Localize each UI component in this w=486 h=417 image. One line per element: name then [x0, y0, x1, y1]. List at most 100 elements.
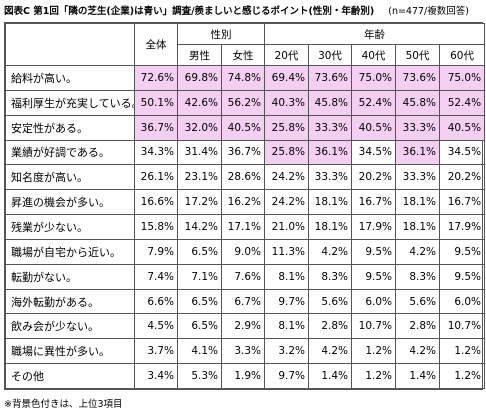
- table-cell: 20.2%: [438, 164, 486, 191]
- table-cell: 1.2%: [438, 363, 486, 389]
- table-row: 転勤がない。 7.4% 7.1% 7.6% 8.1% 8.3% 9.5% 8.3% 9.5%: [5, 263, 486, 290]
- header-col-50s: 50代: [395, 44, 440, 66]
- table-cell: 9.0%: [221, 238, 265, 265]
- table-cell: 24.2%: [264, 164, 309, 191]
- header-age: 年齢: [263, 23, 486, 45]
- table-cell: 10.7%: [351, 313, 396, 340]
- table-row: 給料が高い。 72.6% 69.8% 74.8% 69.4% 73.6% 75.0% 73.6…: [5, 65, 486, 91]
- table-cell: 5.6%: [308, 288, 352, 315]
- table-row: 職場に異性が多い。 3.7% 4.1% 3.3% 3.2% 4.2% 1.2% 4.2% 1.2…: [5, 338, 486, 365]
- table-cell: 2.8%: [308, 313, 352, 340]
- row-label: 安定性がある。: [5, 114, 135, 141]
- table-cell: 5.6%: [395, 288, 440, 315]
- title-text: 図表C 第1回「隣の芝生(企業)は青い」調査/羨ましいと感じるポイント(性別・年…: [4, 6, 375, 17]
- table-cell: 36.7%: [221, 139, 265, 166]
- table-cell: 1.9%: [221, 363, 265, 389]
- table-cell: 2.9%: [221, 313, 265, 340]
- table-cell: 36.7%: [134, 114, 178, 141]
- table-cell: 9.5%: [438, 238, 486, 265]
- table-cell: 7.6%: [221, 263, 265, 290]
- table-cell: 17.1%: [221, 214, 265, 240]
- row-label: 職場が自宅から近い。: [5, 238, 135, 265]
- table-cell: 14.2%: [177, 214, 222, 240]
- table-cell: 3.4%: [134, 363, 178, 389]
- table-cell: 40.5%: [351, 114, 396, 141]
- table-cell: 7.4%: [134, 263, 178, 290]
- table-cell: 69.4%: [264, 65, 309, 91]
- table-cell: 8.3%: [395, 263, 440, 290]
- table-cell: 75.0%: [438, 65, 486, 91]
- table-cell: 3.2%: [264, 338, 309, 365]
- row-label: 飲み会が少ない。: [5, 313, 135, 340]
- table-cell: 26.1%: [134, 164, 178, 191]
- table-cell: 72.6%: [134, 65, 178, 91]
- header-col-20s: 20代: [264, 44, 309, 66]
- table-row: 海外転勤がある。 6.6% 6.5% 6.7% 9.7% 5.6% 6.0% 5.6% 6.0%: [5, 288, 486, 315]
- table-cell: 18.1%: [395, 189, 440, 216]
- table-cell: 11.3%: [264, 238, 309, 265]
- table-cell: 36.1%: [308, 139, 352, 166]
- table-cell: 25.8%: [264, 139, 309, 166]
- table-cell: 4.2%: [395, 238, 440, 265]
- table-cell: 17.9%: [351, 214, 396, 240]
- header-total: 全体: [134, 23, 178, 66]
- row-label: 職場に異性が多い。: [5, 338, 135, 365]
- table-cell: 18.1%: [308, 214, 352, 240]
- data-table-container: 全体 性別 年齢 男性 女性 20代 30代 40代 50代 60代 給料が高い…: [4, 22, 486, 390]
- table-cell: 6.6%: [134, 288, 178, 315]
- table-cell: 4.5%: [134, 313, 178, 340]
- table-cell: 16.7%: [438, 189, 486, 216]
- table-cell: 28.6%: [221, 164, 265, 191]
- row-label: 福利厚生が充実している。: [5, 89, 135, 116]
- sample-size: (n=477/複数回答): [388, 6, 469, 17]
- table-cell: 1.2%: [351, 338, 396, 365]
- header-gender: 性別: [177, 23, 265, 45]
- table-cell: 9.5%: [438, 263, 486, 290]
- header-col-60s: 60代: [438, 44, 486, 66]
- table-row: 知名度が高い。 26.1% 23.1% 28.6% 24.2% 33.3% 20.2% 33.…: [5, 164, 486, 191]
- table-cell: 31.4%: [177, 139, 222, 166]
- table-cell: 24.2%: [264, 189, 309, 216]
- header-col-40s: 40代: [351, 44, 396, 66]
- table-cell: 52.4%: [351, 89, 396, 116]
- table-cell: 16.7%: [351, 189, 396, 216]
- header-col-female: 女性: [221, 44, 265, 66]
- table-row: 昇進の機会が多い。 16.6% 17.2% 16.2% 24.2% 18.1% 16.7% 1…: [5, 189, 486, 216]
- table-cell: 33.3%: [395, 114, 440, 141]
- table-cell: 52.4%: [438, 89, 486, 116]
- table-cell: 3.3%: [221, 338, 265, 365]
- table-cell: 4.2%: [395, 338, 440, 365]
- table-cell: 45.8%: [308, 89, 352, 116]
- table-cell: 34.3%: [134, 139, 178, 166]
- row-label: 業績が好調である。: [5, 139, 135, 166]
- row-label: 転勤がない。: [5, 263, 135, 290]
- table-cell: 56.2%: [221, 89, 265, 116]
- table-cell: 36.1%: [395, 139, 440, 166]
- row-label: 給料が高い。: [5, 65, 135, 91]
- table-cell: 15.8%: [134, 214, 178, 240]
- row-label: 残業が少ない。: [5, 214, 135, 240]
- table-row: 業績が好調である。 34.3% 31.4% 36.7% 25.8% 36.1% 34.5% 3…: [5, 139, 486, 166]
- table-cell: 7.1%: [177, 263, 222, 290]
- table-cell: 6.5%: [177, 313, 222, 340]
- table-cell: 32.0%: [177, 114, 222, 141]
- table-row: 福利厚生が充実している。 50.1% 42.6% 56.2% 40.3% 45.8% 52.…: [5, 89, 486, 116]
- table-cell: 4.2%: [308, 338, 352, 365]
- table-cell: 25.8%: [264, 114, 309, 141]
- table-cell: 17.9%: [438, 214, 486, 240]
- table-cell: 20.2%: [351, 164, 396, 191]
- table-row: 安定性がある。 36.7% 32.0% 40.5% 25.8% 33.3% 40.5% 33.…: [5, 114, 486, 141]
- table-cell: 42.6%: [177, 89, 222, 116]
- chart-title: 図表C 第1回「隣の芝生(企業)は青い」調査/羨ましいと感じるポイント(性別・年…: [4, 3, 469, 17]
- table-cell: 18.1%: [308, 189, 352, 216]
- table-cell: 40.3%: [264, 89, 309, 116]
- table-row: 残業が少ない。 15.8% 14.2% 17.1% 21.0% 18.1% 17.9% 18.…: [5, 214, 486, 240]
- table-cell: 74.8%: [221, 65, 265, 91]
- table-cell: 40.5%: [221, 114, 265, 141]
- table-cell: 6.0%: [438, 288, 486, 315]
- row-label: 海外転勤がある。: [5, 288, 135, 315]
- table-cell: 34.5%: [438, 139, 486, 166]
- table-cell: 7.9%: [134, 238, 178, 265]
- table-cell: 9.7%: [264, 363, 309, 389]
- table-cell: 18.1%: [395, 214, 440, 240]
